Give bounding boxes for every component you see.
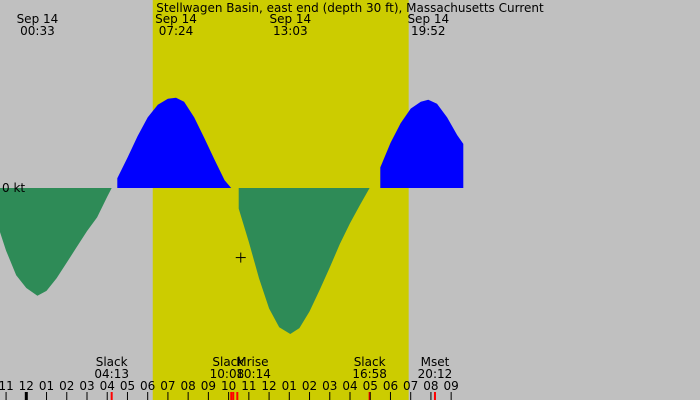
x-tick-label-20: 07 bbox=[403, 379, 418, 393]
event-name-2: Mrise bbox=[236, 355, 268, 369]
x-tick-label-0: 11 bbox=[0, 379, 14, 393]
peak-date-label-1: Sep 14 bbox=[155, 12, 197, 26]
ebb-area-2 bbox=[238, 188, 370, 334]
peak-date-label-3: Sep 14 bbox=[407, 12, 449, 26]
event-name-1: Slack bbox=[212, 355, 244, 369]
x-tick-label-21: 08 bbox=[423, 379, 438, 393]
x-tick-label-19: 06 bbox=[383, 379, 398, 393]
peak-date-label-2: Sep 14 bbox=[269, 12, 311, 26]
x-tick-label-14: 01 bbox=[282, 379, 297, 393]
x-tick-label-2: 01 bbox=[39, 379, 54, 393]
x-tick-label-9: 08 bbox=[181, 379, 196, 393]
flood-area-3 bbox=[380, 99, 464, 188]
x-tick-label-4: 03 bbox=[79, 379, 94, 393]
peak-date-label-0: Sep 14 bbox=[17, 12, 59, 26]
x-tick-label-1: 12 bbox=[19, 379, 34, 393]
x-tick-label-7: 06 bbox=[140, 379, 155, 393]
x-tick-label-18: 05 bbox=[363, 379, 378, 393]
x-tick-label-3: 02 bbox=[59, 379, 74, 393]
x-tick-label-11: 10 bbox=[221, 379, 236, 393]
x-tick-label-6: 05 bbox=[120, 379, 135, 393]
event-time-1: 10:08 bbox=[210, 367, 245, 381]
x-tick-label-12: 11 bbox=[241, 379, 256, 393]
x-tick-label-8: 07 bbox=[160, 379, 175, 393]
event-name-4: Mset bbox=[421, 355, 450, 369]
current-curve-layer bbox=[0, 97, 464, 334]
x-tick-label-13: 12 bbox=[261, 379, 276, 393]
peak-time-label-1: 07:24 bbox=[159, 24, 194, 38]
zero-axis-label: 0 kt bbox=[2, 181, 25, 195]
x-tick-label-15: 02 bbox=[302, 379, 317, 393]
event-time-4: 20:12 bbox=[418, 367, 453, 381]
peak-time-label-2: 13:03 bbox=[273, 24, 308, 38]
x-tick-label-10: 09 bbox=[201, 379, 216, 393]
x-axis: 11 12 01 02 03 04 05 06 07 08 09 10 11 12 01 02 03 04 05 06… bbox=[0, 379, 459, 400]
event-name-3: Slack bbox=[354, 355, 386, 369]
x-tick-label-16: 03 bbox=[322, 379, 337, 393]
chart-title: Stellwagen Basin, east end (depth 30 ft)… bbox=[156, 1, 544, 15]
flood-area-1 bbox=[117, 97, 232, 188]
x-tick-label-5: 04 bbox=[100, 379, 115, 393]
event-labels: Slack04:13Slack10:08Mrise10:14Slack16:58… bbox=[25, 355, 453, 400]
ebb-area-0 bbox=[0, 188, 112, 296]
crosshair-marker bbox=[235, 252, 246, 263]
event-time-0: 04:13 bbox=[94, 367, 129, 381]
peak-time-label-0: 00:33 bbox=[20, 24, 55, 38]
event-time-3: 16:58 bbox=[352, 367, 387, 381]
event-name-0: Slack bbox=[96, 355, 128, 369]
x-tick-label-17: 04 bbox=[342, 379, 357, 393]
event-time-2: 10:14 bbox=[236, 367, 271, 381]
peak-time-label-3: 19:52 bbox=[411, 24, 446, 38]
x-tick-label-22: 09 bbox=[444, 379, 459, 393]
